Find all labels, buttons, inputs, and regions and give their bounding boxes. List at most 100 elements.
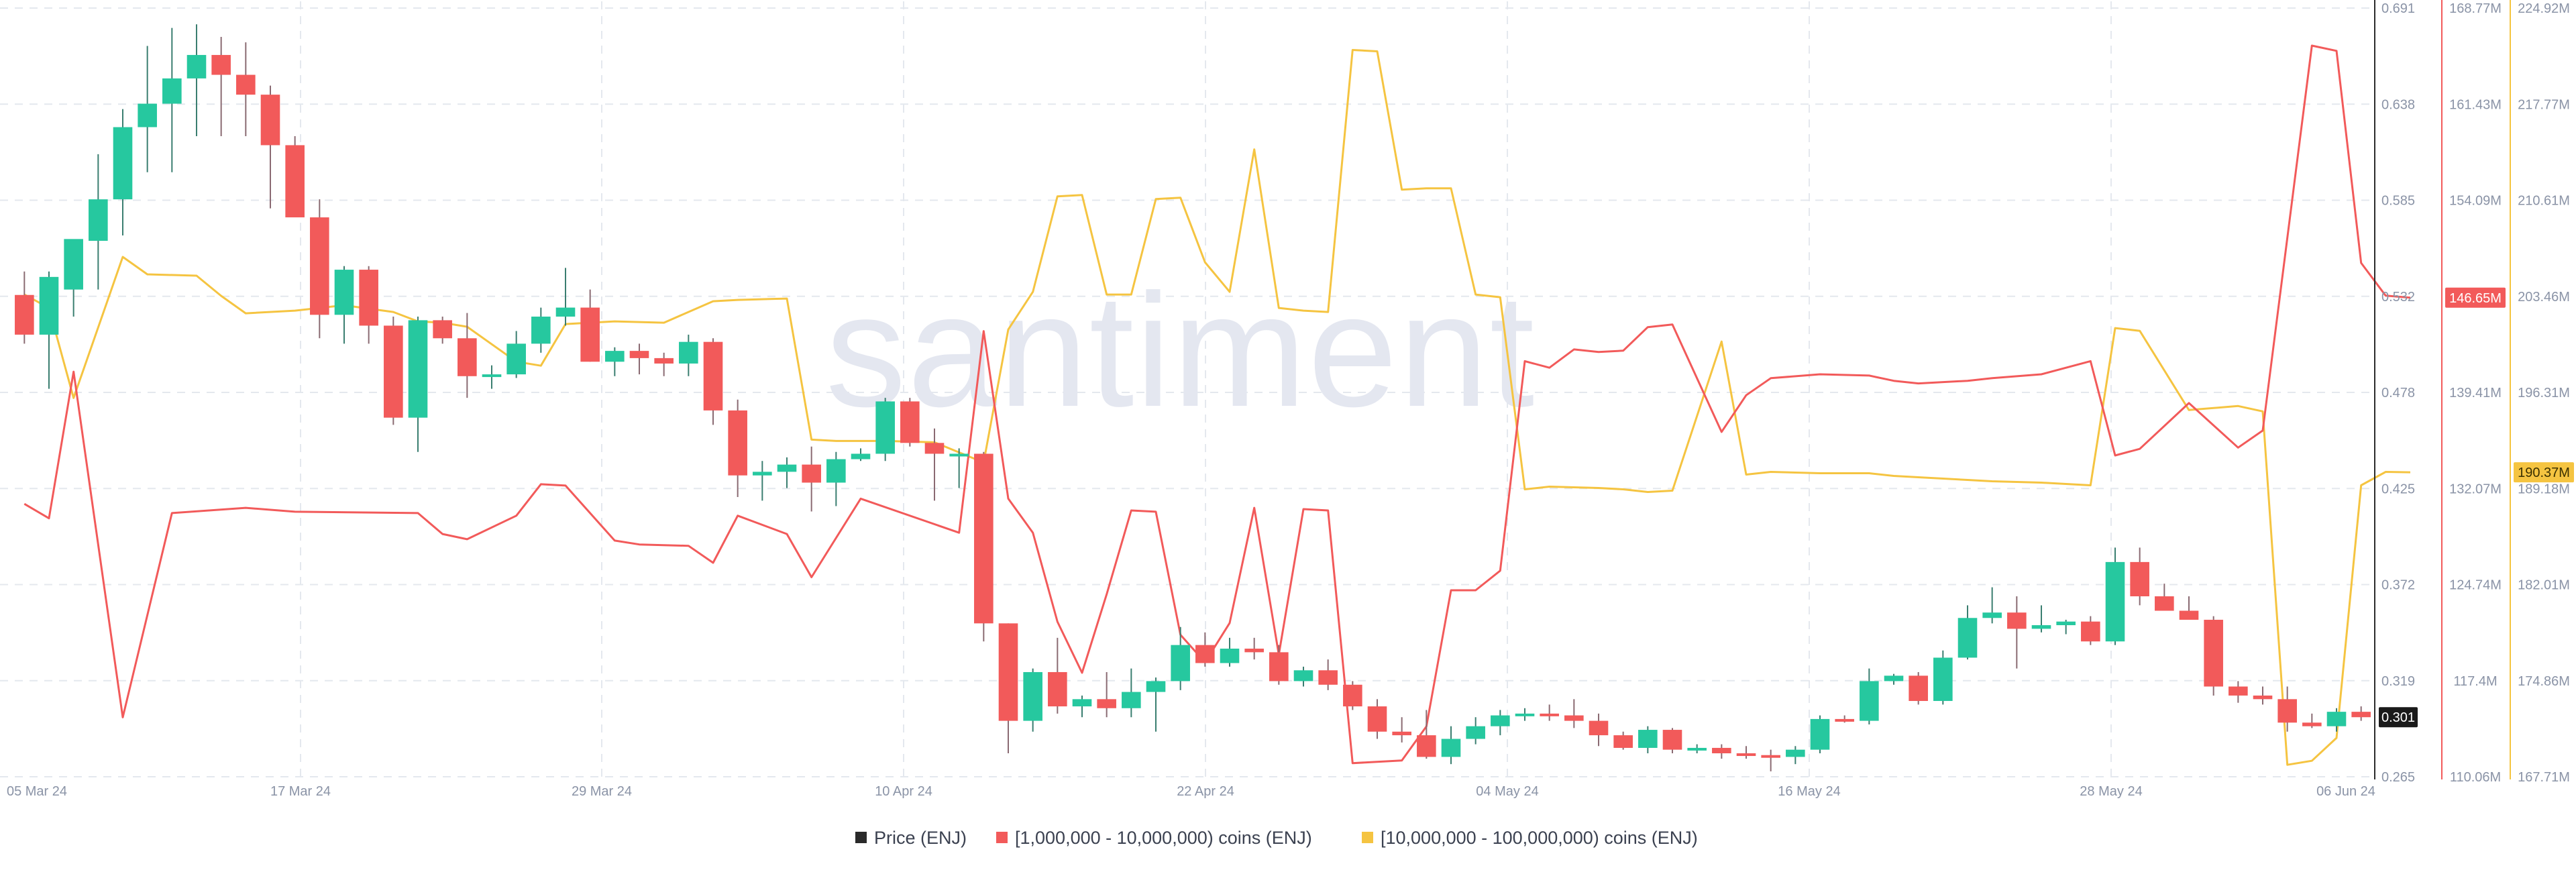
legend-swatch (855, 832, 867, 843)
price-candle (2302, 713, 2322, 728)
price-candle (1491, 710, 1510, 736)
price-tick-label: 0.319 (2381, 674, 2415, 689)
candle-body (2007, 612, 2027, 629)
candle-body (1466, 726, 1485, 739)
price-candle (89, 154, 108, 290)
red-axis-tick-label: 132.07M (2449, 482, 2502, 496)
candle-body (2031, 625, 2051, 629)
yellow-axis-tick-label: 210.61M (2518, 194, 2570, 209)
price-candle (2007, 596, 2027, 669)
candle-body (1417, 735, 1436, 757)
yellow-axis-tick-label: 217.77M (2518, 97, 2570, 112)
price-candle (555, 268, 576, 326)
price-candle (1146, 677, 1166, 732)
candle-body (408, 320, 428, 418)
price-candle (580, 289, 600, 362)
red-current-label: 146.65M (2449, 291, 2502, 306)
candle-body (924, 443, 945, 454)
red-axis-tick-label: 124.74M (2449, 578, 2502, 593)
candle-body (2351, 712, 2371, 718)
candle-body (1761, 755, 1780, 758)
x-tick-label: 10 Apr 24 (875, 784, 932, 799)
candle-body (728, 410, 747, 476)
price-candle (1220, 637, 1240, 667)
candle-body (1244, 649, 1264, 653)
price-candle (482, 365, 502, 389)
legend-swatch (996, 832, 1008, 843)
candle-body (1957, 618, 1978, 658)
candle-body (1195, 645, 1215, 663)
price-candle (2130, 547, 2149, 606)
price-candle (875, 398, 895, 461)
candle-body (1122, 692, 1141, 708)
candle-body (1613, 735, 1633, 748)
price-candle (1097, 671, 1116, 718)
candle-body (2130, 561, 2149, 596)
x-tick-label: 22 Apr 24 (1177, 784, 1234, 799)
candle-body (2155, 596, 2174, 611)
price-candle (433, 317, 452, 344)
legend-label: [1,000,000 - 10,000,000) coins (ENJ) (1015, 828, 1312, 848)
price-candle (753, 461, 772, 501)
price-candle (1244, 637, 1264, 660)
price-candle (2179, 596, 2199, 620)
price-candle (334, 266, 354, 344)
price-candle (39, 271, 59, 389)
candle-body (1982, 612, 2002, 618)
price-candle (1736, 746, 1756, 759)
price-candle (15, 271, 34, 344)
candle-body (138, 103, 157, 127)
candle-body (654, 358, 674, 364)
price-candle (851, 448, 871, 461)
yellow-axis-tick-label: 189.18M (2518, 482, 2570, 496)
legend-item: Price (ENJ) (855, 828, 967, 848)
price-candle (236, 42, 256, 136)
price-tick-label: 0.478 (2381, 386, 2415, 400)
candle-body (974, 453, 994, 624)
price-candle (359, 266, 378, 344)
candle-body (1318, 670, 1338, 685)
red-axis-tick-label: 139.41M (2449, 386, 2502, 400)
price-candle (1884, 673, 1904, 685)
candle-body (260, 95, 280, 146)
price-candle (2105, 547, 2125, 645)
price-candle (113, 109, 133, 235)
price-candle (1367, 699, 1387, 739)
candle-body (875, 401, 895, 454)
price-candle (1293, 666, 1313, 687)
red-axis-tick-label: 110.06M (2450, 770, 2501, 785)
yellow-axis-tick-label: 174.86M (2518, 674, 2570, 689)
price-candle (1835, 715, 1854, 723)
grid-lines (0, 1, 2375, 777)
candle-body (506, 343, 526, 375)
candle-body (89, 199, 108, 241)
price-candle (924, 428, 945, 501)
price-candle (2277, 686, 2297, 732)
price-candle (2351, 706, 2371, 721)
price-candle (310, 199, 329, 339)
price-candle (1171, 626, 1190, 690)
price-candle (1613, 731, 1633, 750)
legend-label: Price (ENJ) (874, 828, 967, 848)
price-tick-label: 0.691 (2381, 1, 2415, 16)
price-candle (1023, 668, 1042, 732)
price-tick-label: 0.425 (2381, 482, 2415, 496)
yellow-current-badge (2514, 462, 2574, 483)
price-candle (703, 338, 723, 425)
price-candle (1269, 645, 1289, 685)
candle-body (949, 453, 969, 457)
price-candle (1712, 744, 1731, 759)
candle-body (113, 127, 133, 200)
yellow-axis-tick-label: 182.01M (2518, 578, 2570, 593)
candle-body (1540, 713, 1559, 716)
price-candle (728, 399, 747, 498)
price-candle (1048, 637, 1067, 714)
price-candle (1933, 650, 1953, 705)
candle-body (826, 459, 846, 483)
price-candle (629, 343, 649, 375)
candle-body (211, 54, 231, 75)
candle-body (679, 341, 698, 364)
candle-body (753, 472, 772, 476)
candle-body (2253, 695, 2273, 700)
